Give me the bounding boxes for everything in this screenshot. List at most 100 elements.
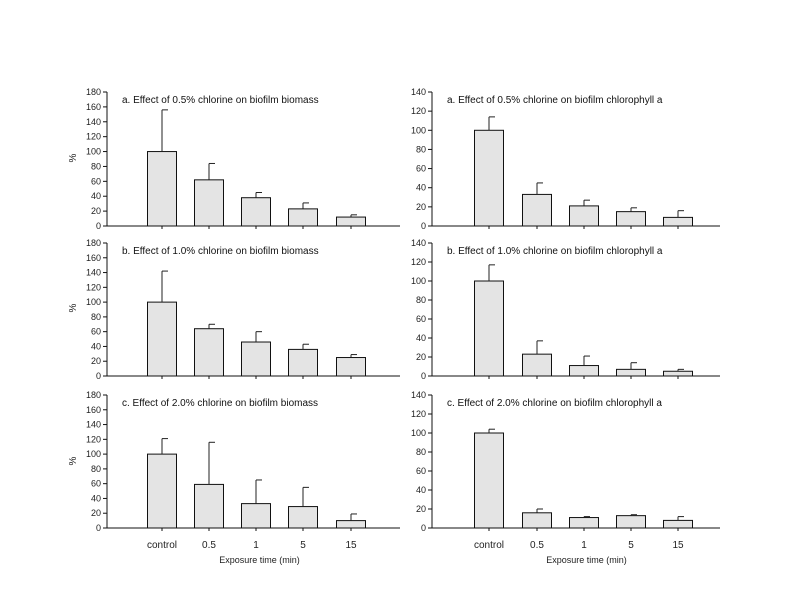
bar xyxy=(616,515,646,529)
y-tick-label: 140 xyxy=(411,238,426,248)
bar xyxy=(663,519,693,529)
bar xyxy=(241,197,271,227)
y-tick-label: 140 xyxy=(86,268,101,278)
bar xyxy=(194,328,224,377)
y-tick-label: 180 xyxy=(86,87,101,97)
y-tick-label: 140 xyxy=(86,420,101,430)
y-tick-label: 60 xyxy=(416,314,426,324)
x-tick-label: control xyxy=(147,540,177,551)
bar xyxy=(663,216,693,227)
bar xyxy=(147,151,177,227)
bar xyxy=(522,353,552,377)
bar xyxy=(616,368,646,377)
y-tick-label: 120 xyxy=(86,282,101,292)
y-tick-label: 20 xyxy=(416,352,426,362)
y-tick-label: 60 xyxy=(416,164,426,174)
panel-title: b. Effect of 1.0% chlorine on biofilm ch… xyxy=(447,246,663,257)
bar xyxy=(616,211,646,227)
x-axis-label: Exposure time (min) xyxy=(546,555,627,565)
y-tick-label: 100 xyxy=(86,449,101,459)
bar xyxy=(522,512,552,529)
x-tick-label: 5 xyxy=(300,540,306,551)
y-tick-label: 0 xyxy=(421,523,426,533)
y-tick-label: 80 xyxy=(91,312,101,322)
y-tick-label: 20 xyxy=(416,504,426,514)
bar xyxy=(474,280,504,377)
y-tick-label: 100 xyxy=(411,428,426,438)
y-tick-label: 100 xyxy=(411,125,426,135)
bar xyxy=(288,208,318,227)
y-tick-label: 80 xyxy=(416,295,426,305)
y-axis-label: % xyxy=(68,153,79,162)
bar xyxy=(147,301,177,377)
bar xyxy=(147,453,177,529)
y-tick-label: 60 xyxy=(91,327,101,337)
y-tick-label: 120 xyxy=(411,409,426,419)
y-tick-label: 60 xyxy=(91,176,101,186)
x-tick-label: 15 xyxy=(672,540,684,551)
x-axis-label: Exposure time (min) xyxy=(219,555,300,565)
bar xyxy=(569,205,599,227)
y-tick-label: 80 xyxy=(416,447,426,457)
chart-panel-2: 0 20 40 60 80 100 120 140 a. Effect of 0.5% chlo… xyxy=(411,87,720,231)
y-tick-label: 140 xyxy=(86,117,101,127)
bar xyxy=(241,503,271,529)
bar xyxy=(336,520,366,529)
y-tick-label: 60 xyxy=(416,466,426,476)
panel-title: a. Effect of 0.5% chlorine on biofilm ch… xyxy=(447,95,663,106)
y-tick-label: 140 xyxy=(411,390,426,400)
y-tick-label: 120 xyxy=(411,257,426,267)
y-tick-label: 40 xyxy=(416,485,426,495)
x-tick-label: 1 xyxy=(581,540,587,551)
chart-panel-3: 0 20 40 60 80 100 120 140 160 180 b. Effect of 1.0… xyxy=(68,238,400,381)
y-tick-label: 40 xyxy=(91,191,101,201)
y-tick-label: 120 xyxy=(411,106,426,116)
x-tick-label: 0.5 xyxy=(202,540,216,551)
chart-panel-4: 0 20 40 60 80 100 120 140 b. Effect of 1.0% chlo… xyxy=(411,238,720,381)
bar xyxy=(288,506,318,529)
y-tick-label: 40 xyxy=(416,333,426,343)
x-tick-label: 5 xyxy=(628,540,634,551)
panel-title: b. Effect of 1.0% chlorine on biofilm bi… xyxy=(122,246,319,257)
y-tick-label: 80 xyxy=(91,161,101,171)
y-tick-label: 180 xyxy=(86,238,101,248)
bar xyxy=(474,432,504,529)
panel-title: c. Effect of 2.0% chlorine on biofilm bi… xyxy=(122,398,318,409)
x-tick-label: control xyxy=(474,540,504,551)
y-tick-label: 160 xyxy=(86,102,101,112)
y-tick-label: 60 xyxy=(91,479,101,489)
y-tick-label: 40 xyxy=(416,183,426,193)
y-tick-label: 20 xyxy=(416,202,426,212)
y-axis-label: % xyxy=(68,456,79,465)
bar xyxy=(336,357,366,377)
chart-panel-5: 0 20 40 60 80 100 120 140 160 180 c. Effect of 2.0… xyxy=(68,390,400,565)
y-tick-label: 0 xyxy=(421,221,426,231)
panel-title: a. Effect of 0.5% chlorine on biofilm bi… xyxy=(122,95,319,106)
bar xyxy=(474,129,504,227)
bar xyxy=(288,348,318,377)
y-tick-label: 80 xyxy=(91,464,101,474)
bar xyxy=(663,370,693,377)
y-tick-label: 100 xyxy=(86,297,101,307)
bar xyxy=(336,216,366,227)
chart-panel-6: 0 20 40 60 80 100 120 140 c. Effect of 2.0% chlo… xyxy=(411,390,720,565)
bar xyxy=(194,483,224,529)
y-tick-label: 0 xyxy=(421,371,426,381)
panel-title: c. Effect of 2.0% chlorine on biofilm ch… xyxy=(447,398,662,409)
bar xyxy=(522,193,552,227)
bar xyxy=(194,179,224,227)
y-tick-label: 100 xyxy=(411,276,426,286)
y-tick-label: 180 xyxy=(86,390,101,400)
y-tick-label: 40 xyxy=(91,493,101,503)
y-tick-label: 100 xyxy=(86,147,101,157)
bar xyxy=(569,365,599,377)
y-tick-label: 140 xyxy=(411,87,426,97)
bar xyxy=(569,517,599,529)
x-tick-label: 15 xyxy=(345,540,357,551)
chart-panel-1: 0 20 40 60 80 100 120 140 160 180 a. Effect of 0.5… xyxy=(68,87,400,231)
y-axis-label: % xyxy=(68,303,79,312)
y-tick-label: 120 xyxy=(86,132,101,142)
y-tick-label: 20 xyxy=(91,508,101,518)
x-tick-label: 1 xyxy=(253,540,259,551)
